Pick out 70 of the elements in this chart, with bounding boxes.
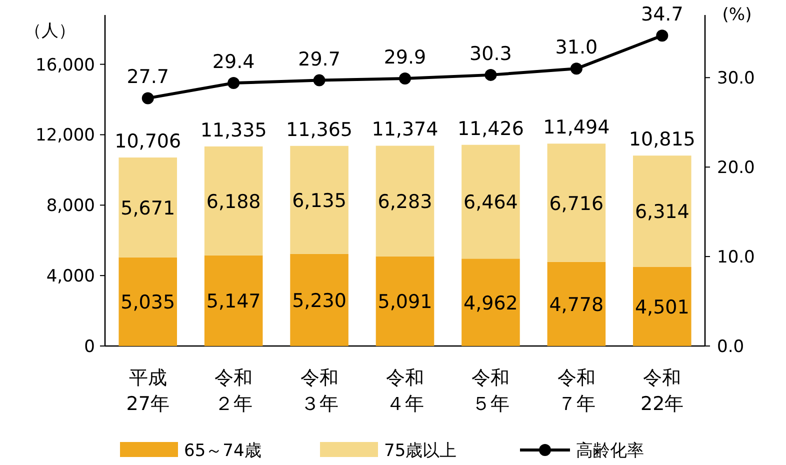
data-label: 4,501 xyxy=(634,296,690,318)
x-tick-label: 令和22年 xyxy=(640,367,684,415)
bar xyxy=(633,266,692,346)
y2-axis-title: (%) xyxy=(722,5,752,25)
y-axis-title: （人） xyxy=(24,21,76,41)
data-label: 27.7 xyxy=(126,66,170,88)
bar xyxy=(204,146,263,256)
bar xyxy=(376,146,434,256)
data-label: 6,135 xyxy=(292,190,346,212)
data-label: 29.9 xyxy=(384,46,426,69)
y-tick-label: 8,000 xyxy=(46,196,95,216)
data-label: 6,464 xyxy=(464,192,518,214)
point xyxy=(313,74,326,86)
y-tick-label: 16,000 xyxy=(36,55,95,76)
bar xyxy=(633,156,692,267)
data-label: 4,962 xyxy=(464,292,518,314)
bar xyxy=(118,158,177,258)
data-label: 31.0 xyxy=(555,36,598,59)
legend-label: 高齢化率 xyxy=(576,441,644,461)
y-tick-label: 4,000 xyxy=(46,266,95,287)
point xyxy=(228,76,240,89)
data-label: 6,716 xyxy=(549,192,604,215)
x-tick-label: 令和４年 xyxy=(386,367,424,415)
x-tick-label: 令和５年 xyxy=(472,367,510,415)
total-label: 11,426 xyxy=(457,118,524,140)
total-label: 11,374 xyxy=(372,118,438,141)
point xyxy=(570,62,582,75)
data-label: 34.7 xyxy=(640,4,684,26)
legend-label: 75歳以上 xyxy=(384,441,457,461)
point xyxy=(656,30,668,42)
data-label: 5,035 xyxy=(120,292,176,314)
data-label: 29.4 xyxy=(212,50,255,73)
data-label: 4,778 xyxy=(549,294,604,316)
point xyxy=(484,68,497,81)
y2-tick-label: 10.0 xyxy=(717,248,755,268)
y2-tick-label: 0.0 xyxy=(717,337,744,357)
bar xyxy=(547,262,606,346)
data-label: 6,188 xyxy=(206,190,261,213)
point xyxy=(142,92,154,104)
bar xyxy=(547,144,606,262)
data-label: 6,314 xyxy=(634,201,690,224)
data-label: 5,230 xyxy=(292,290,346,312)
bar xyxy=(376,256,434,346)
bar xyxy=(118,257,177,346)
y2-tick-label: 30.0 xyxy=(717,68,755,89)
bar xyxy=(462,144,520,259)
data-label: 30.3 xyxy=(470,42,512,65)
total-label: 11,335 xyxy=(200,119,267,142)
data-label: 29.7 xyxy=(298,48,340,70)
point xyxy=(399,72,411,85)
data-label: 5,671 xyxy=(120,197,176,220)
bar xyxy=(204,255,263,346)
total-label: 11,365 xyxy=(286,118,353,141)
x-tick-label: 令和２年 xyxy=(214,367,253,415)
total-label: 10,815 xyxy=(628,128,696,151)
data-label: 6,283 xyxy=(378,191,432,214)
y2-tick-label: 20.0 xyxy=(717,158,755,178)
bar xyxy=(290,254,348,346)
legend-label: 65～74歳 xyxy=(184,441,262,461)
data-label: 5,091 xyxy=(378,291,432,314)
x-tick-label: 平成27年 xyxy=(126,367,170,415)
data-label: 5,147 xyxy=(206,290,261,313)
bar xyxy=(290,146,348,254)
x-tick-label: 令和７年 xyxy=(557,367,596,415)
y-tick-label: 12,000 xyxy=(36,126,95,146)
x-tick-label: 令和３年 xyxy=(300,367,338,415)
total-label: 11,494 xyxy=(543,116,610,139)
bar xyxy=(462,258,520,346)
total-label: 10,706 xyxy=(114,130,182,153)
y-tick-label: 0 xyxy=(84,337,95,357)
